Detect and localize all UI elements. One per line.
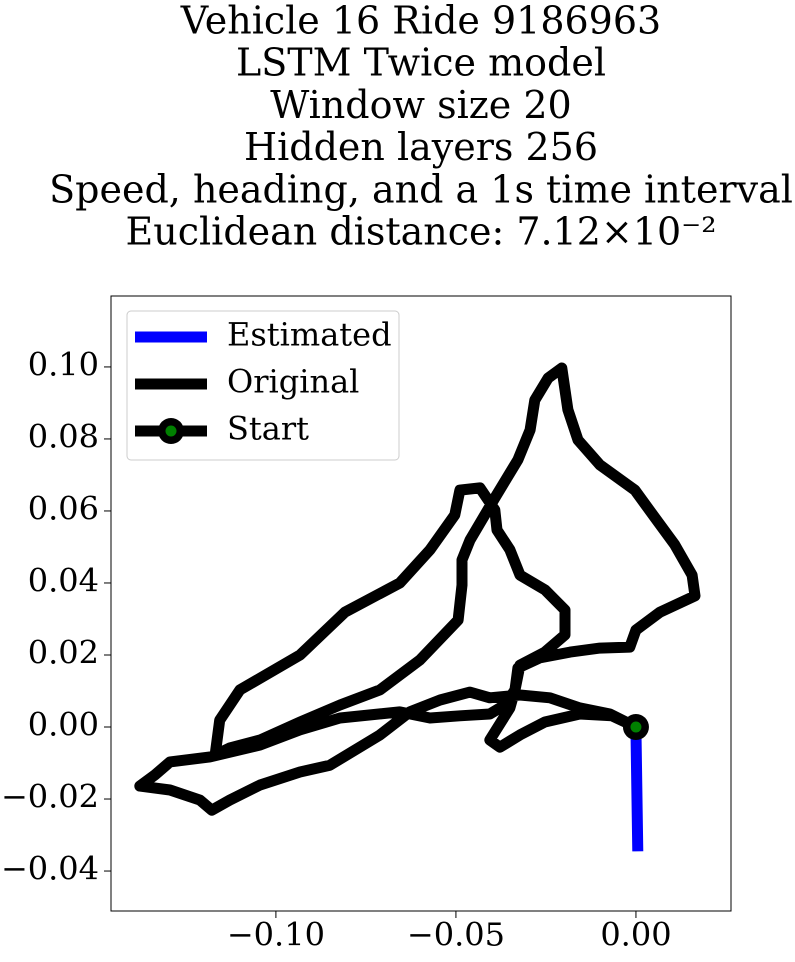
x-tick-label: −0.05 — [407, 916, 505, 954]
legend-label: Estimated — [227, 316, 392, 354]
plot-frame — [110, 295, 732, 912]
y-tick-label: 0.08 — [28, 417, 99, 455]
y-tick-label: 0.04 — [28, 561, 99, 599]
series-line — [134, 362, 701, 816]
y-tick-label: 0.10 — [28, 345, 99, 383]
x-tick-label: 0.00 — [600, 916, 671, 954]
series-line — [630, 721, 644, 852]
chart-title: Window size 20 — [270, 83, 571, 127]
legend-box — [126, 310, 400, 461]
y-tick-label: −0.04 — [1, 850, 99, 888]
chart-title: Vehicle 16 Ride 9186963 — [180, 0, 661, 43]
legend-label: Original — [227, 363, 359, 401]
legend-label: Start — [227, 410, 309, 448]
chart-title: Speed, heading, and a 1s time interval — [49, 167, 793, 211]
chart-title: Euclidean distance: 7.12×10⁻² — [126, 210, 717, 254]
y-tick-label: −0.02 — [1, 778, 99, 816]
y-tick-label: 0.02 — [28, 633, 99, 671]
chart-title: LSTM Twice model — [236, 41, 606, 85]
y-tick-label: 0.00 — [28, 706, 99, 744]
y-tick-label: 0.06 — [28, 489, 99, 527]
plot-area — [134, 362, 701, 852]
x-tick-label: −0.10 — [227, 916, 325, 954]
legend-marker-face — [165, 425, 177, 437]
chart-title: Hidden layers 256 — [244, 125, 598, 169]
start-marker-face — [630, 721, 642, 733]
